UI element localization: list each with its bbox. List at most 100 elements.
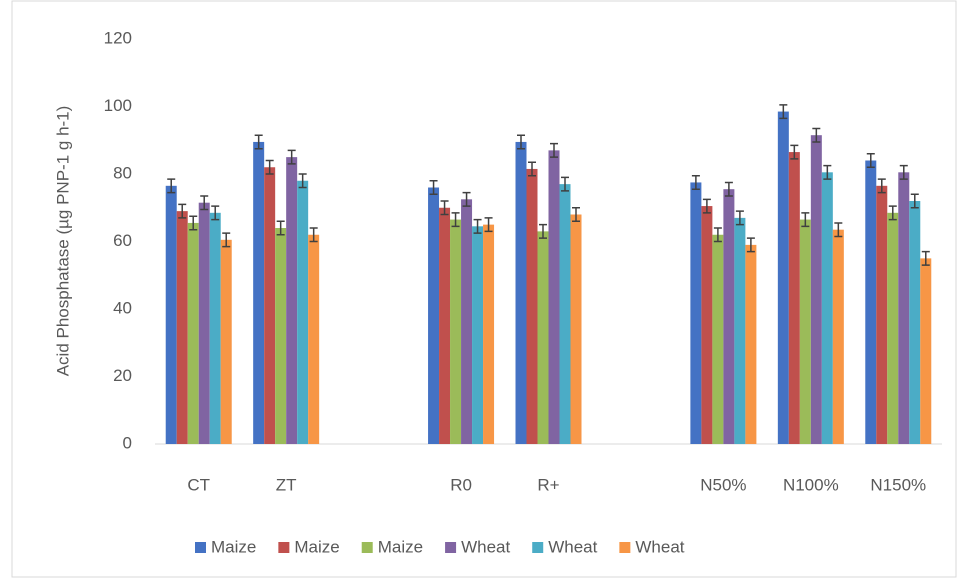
legend-label: Maize xyxy=(211,537,256,556)
legend-label: Wheat xyxy=(548,537,597,556)
bar xyxy=(898,172,910,444)
error-bar xyxy=(298,173,307,189)
error-bar xyxy=(877,178,886,194)
y-tick-label: 0 xyxy=(123,433,132,452)
error-bar xyxy=(473,218,482,234)
error-bar xyxy=(899,164,908,180)
x-tick-label: R0 xyxy=(450,475,472,494)
error-bar xyxy=(550,142,558,158)
error-bar xyxy=(200,195,209,211)
error-bar xyxy=(222,232,231,248)
bar xyxy=(176,211,188,444)
bar xyxy=(920,258,932,444)
error-bar xyxy=(834,222,843,238)
legend-swatch xyxy=(619,542,631,553)
x-tick-label: N50% xyxy=(700,475,746,494)
error-bar xyxy=(779,104,788,120)
legend-label: Wheat xyxy=(635,537,684,556)
error-bar xyxy=(189,215,198,231)
y-tick-label: 40 xyxy=(113,298,132,317)
error-bar xyxy=(866,153,875,168)
bar xyxy=(483,224,495,444)
bar xyxy=(165,185,177,444)
bar xyxy=(286,157,298,444)
error-bar xyxy=(561,176,569,192)
bar xyxy=(821,172,833,444)
legend-swatch xyxy=(361,542,373,553)
bar xyxy=(559,184,571,444)
error-bar xyxy=(921,250,930,266)
legend-label: Maize xyxy=(294,537,339,556)
error-bar xyxy=(713,227,722,243)
bar xyxy=(187,222,199,444)
bar xyxy=(548,150,560,444)
legend-swatch xyxy=(445,542,457,553)
error-bar xyxy=(276,220,285,236)
bar xyxy=(439,207,451,444)
error-bar xyxy=(462,191,471,207)
bar xyxy=(777,111,789,444)
error-bar xyxy=(801,212,810,228)
error-bar xyxy=(746,237,755,253)
bar xyxy=(909,201,921,444)
bar xyxy=(220,239,232,444)
bar xyxy=(832,229,844,444)
y-tick-label: 120 xyxy=(104,28,132,47)
error-bar xyxy=(812,127,821,143)
error-bar xyxy=(790,144,799,160)
x-tick-label: N100% xyxy=(783,475,839,494)
legend-swatch xyxy=(532,542,544,553)
error-bar xyxy=(528,161,536,177)
bar xyxy=(209,212,221,444)
bar xyxy=(428,187,440,444)
bar xyxy=(570,214,582,444)
legend-label: Wheat xyxy=(461,537,510,556)
error-bar xyxy=(724,181,733,197)
error-bar xyxy=(910,193,919,209)
bar xyxy=(745,244,757,444)
error-bar xyxy=(702,198,711,214)
error-bar xyxy=(429,180,438,195)
error-bar xyxy=(309,227,318,243)
error-bar xyxy=(440,200,449,216)
bar xyxy=(515,141,527,444)
bar xyxy=(253,141,265,444)
error-bar xyxy=(178,203,187,219)
error-bar xyxy=(823,164,832,180)
bar xyxy=(876,185,888,444)
x-tick-label: N150% xyxy=(870,475,926,494)
error-bar xyxy=(287,149,296,165)
bar xyxy=(810,135,822,444)
bar xyxy=(723,189,735,444)
bar xyxy=(690,182,702,444)
error-bar xyxy=(735,210,744,226)
bar xyxy=(734,217,746,444)
bar xyxy=(275,228,287,444)
bar xyxy=(297,180,309,444)
bar xyxy=(701,206,713,444)
bar xyxy=(865,160,877,444)
legend-swatch xyxy=(278,542,290,553)
bar xyxy=(461,199,473,444)
error-bar xyxy=(572,207,580,222)
y-tick-label: 20 xyxy=(113,366,132,385)
error-bar xyxy=(691,174,700,190)
y-tick-label: 60 xyxy=(113,231,132,250)
error-bar xyxy=(451,212,460,228)
x-tick-label: R+ xyxy=(537,475,559,494)
x-tick-label: ZT xyxy=(276,475,297,494)
y-axis-label: Acid Phosphatase (µg PNP-1 g h-1) xyxy=(53,106,72,377)
x-tick-label: CT xyxy=(187,475,210,494)
error-bar xyxy=(254,134,263,150)
error-bar xyxy=(211,205,220,221)
y-tick-label: 80 xyxy=(113,163,132,182)
bar xyxy=(526,168,538,444)
bar xyxy=(198,202,210,444)
error-bar xyxy=(484,217,493,233)
error-bar xyxy=(539,223,547,239)
error-bar xyxy=(517,134,525,150)
bar xyxy=(472,226,484,444)
bar xyxy=(712,234,724,444)
bar xyxy=(788,152,800,444)
